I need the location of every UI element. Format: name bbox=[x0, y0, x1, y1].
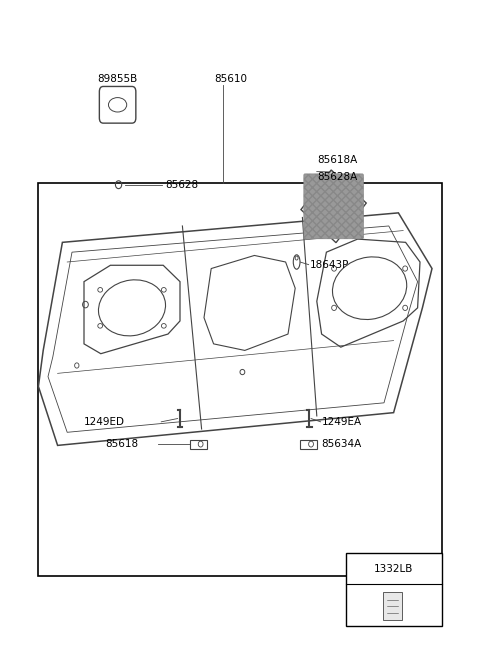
Ellipse shape bbox=[98, 324, 103, 328]
Text: 85628A: 85628A bbox=[317, 172, 357, 182]
Bar bbox=[300, 440, 317, 449]
Text: 1249ED: 1249ED bbox=[84, 417, 125, 427]
Ellipse shape bbox=[332, 305, 336, 310]
Ellipse shape bbox=[293, 255, 300, 269]
Text: 85618A: 85618A bbox=[317, 155, 357, 166]
Polygon shape bbox=[301, 170, 366, 242]
FancyBboxPatch shape bbox=[99, 86, 136, 123]
Bar bbox=[346, 553, 442, 626]
Text: 85618: 85618 bbox=[106, 439, 139, 449]
FancyBboxPatch shape bbox=[304, 174, 363, 238]
Text: 1332LB: 1332LB bbox=[374, 565, 413, 574]
Ellipse shape bbox=[161, 324, 166, 328]
Text: 18643P: 18643P bbox=[310, 260, 349, 271]
Ellipse shape bbox=[98, 288, 103, 292]
Text: 89855B: 89855B bbox=[97, 73, 138, 84]
Ellipse shape bbox=[332, 266, 336, 271]
FancyBboxPatch shape bbox=[383, 592, 402, 620]
Ellipse shape bbox=[403, 305, 408, 310]
Text: 85628: 85628 bbox=[166, 179, 199, 190]
Ellipse shape bbox=[403, 266, 408, 271]
Text: 85634A: 85634A bbox=[322, 439, 362, 449]
Ellipse shape bbox=[161, 288, 166, 292]
Text: 85610: 85610 bbox=[214, 73, 247, 84]
Bar bbox=[38, 183, 442, 576]
Polygon shape bbox=[38, 213, 432, 445]
Text: 1249EA: 1249EA bbox=[322, 417, 362, 427]
Bar bbox=[190, 440, 207, 449]
